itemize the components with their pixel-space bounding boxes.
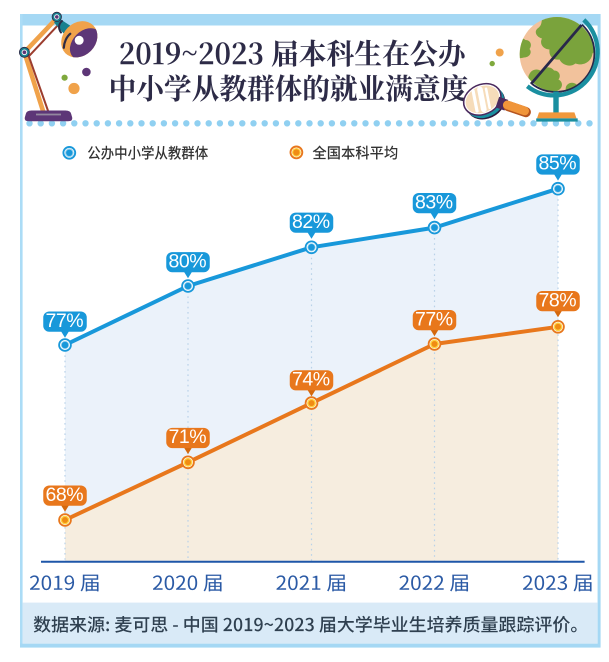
svg-text:85%: 85% — [539, 153, 577, 175]
svg-text:71%: 71% — [169, 426, 207, 448]
svg-text:68%: 68% — [46, 484, 84, 506]
svg-text:82%: 82% — [292, 211, 330, 233]
svg-text:83%: 83% — [415, 191, 453, 213]
svg-text:78%: 78% — [539, 289, 577, 311]
svg-text:74%: 74% — [292, 369, 330, 391]
svg-text:77%: 77% — [415, 308, 453, 330]
svg-text:77%: 77% — [46, 310, 84, 332]
svg-text:80%: 80% — [169, 250, 207, 272]
